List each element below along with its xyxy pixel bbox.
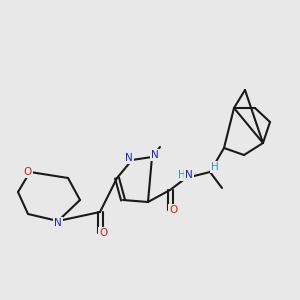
Text: O: O [99, 228, 107, 238]
Text: O: O [24, 167, 32, 177]
Text: N: N [125, 153, 133, 163]
Text: O: O [169, 205, 177, 215]
Text: H: H [211, 162, 219, 172]
Text: N: N [54, 218, 62, 228]
Text: N: N [151, 150, 159, 160]
Text: H: H [178, 170, 186, 180]
Text: N: N [185, 170, 193, 180]
